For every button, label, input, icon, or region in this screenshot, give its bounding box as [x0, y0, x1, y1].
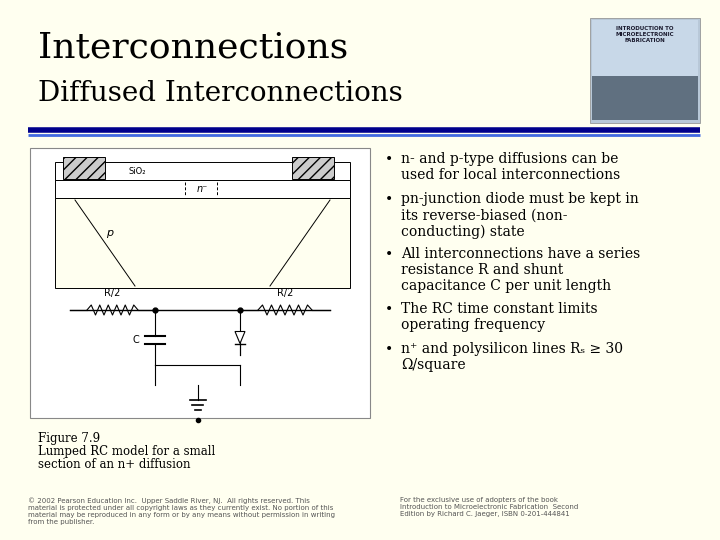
Text: Figure 7.9: Figure 7.9 — [38, 432, 100, 445]
Bar — [592, 20, 698, 78]
Text: For the exclusive use of adopters of the book
Introduction to Microelectronic Fa: For the exclusive use of adopters of the… — [400, 497, 578, 517]
Bar — [55, 162, 350, 180]
Text: INTRODUCTION TO
MICROELECTRONIC
FABRICATION: INTRODUCTION TO MICROELECTRONIC FABRICAT… — [616, 26, 675, 43]
Text: n⁻: n⁻ — [197, 184, 208, 194]
Text: Lumped RC model for a small: Lumped RC model for a small — [38, 445, 215, 458]
Text: •: • — [385, 152, 393, 166]
Text: All interconnections have a series
resistance R and shunt
capacitance C per unit: All interconnections have a series resis… — [401, 247, 640, 293]
Bar — [55, 198, 350, 288]
Bar — [292, 157, 334, 179]
Text: SiO₂: SiO₂ — [129, 166, 146, 176]
Text: Interconnections: Interconnections — [38, 30, 348, 64]
Text: •: • — [385, 192, 393, 206]
Text: p: p — [107, 228, 114, 238]
Text: n⁺ and polysilicon lines Rₛ ≥ 30
Ω/square: n⁺ and polysilicon lines Rₛ ≥ 30 Ω/squar… — [401, 342, 623, 372]
Text: SiO₂: SiO₂ — [297, 166, 315, 176]
Bar — [592, 76, 698, 120]
Text: •: • — [385, 302, 393, 316]
Text: Diffused Interconnections: Diffused Interconnections — [38, 80, 402, 107]
Bar — [55, 180, 350, 198]
Text: The RC time constant limits
operating frequency: The RC time constant limits operating fr… — [401, 302, 598, 332]
Bar — [590, 18, 700, 123]
Text: pn-junction diode must be kept in
its reverse-biased (non-
conducting) state: pn-junction diode must be kept in its re… — [401, 192, 639, 239]
Text: •: • — [385, 342, 393, 356]
Polygon shape — [235, 332, 245, 343]
Text: n- and p-type diffusions can be
used for local interconnections: n- and p-type diffusions can be used for… — [401, 152, 620, 182]
Text: © 2002 Pearson Education Inc.  Upper Saddle River, NJ.  All rights reserved. Thi: © 2002 Pearson Education Inc. Upper Sadd… — [28, 497, 335, 525]
Bar — [63, 157, 105, 179]
Text: R/2: R/2 — [276, 288, 293, 298]
Bar — [30, 148, 370, 418]
Text: section of an n+ diffusion: section of an n+ diffusion — [38, 458, 191, 471]
Text: R/2: R/2 — [104, 288, 121, 298]
Text: C: C — [132, 335, 139, 345]
Text: •: • — [385, 247, 393, 261]
